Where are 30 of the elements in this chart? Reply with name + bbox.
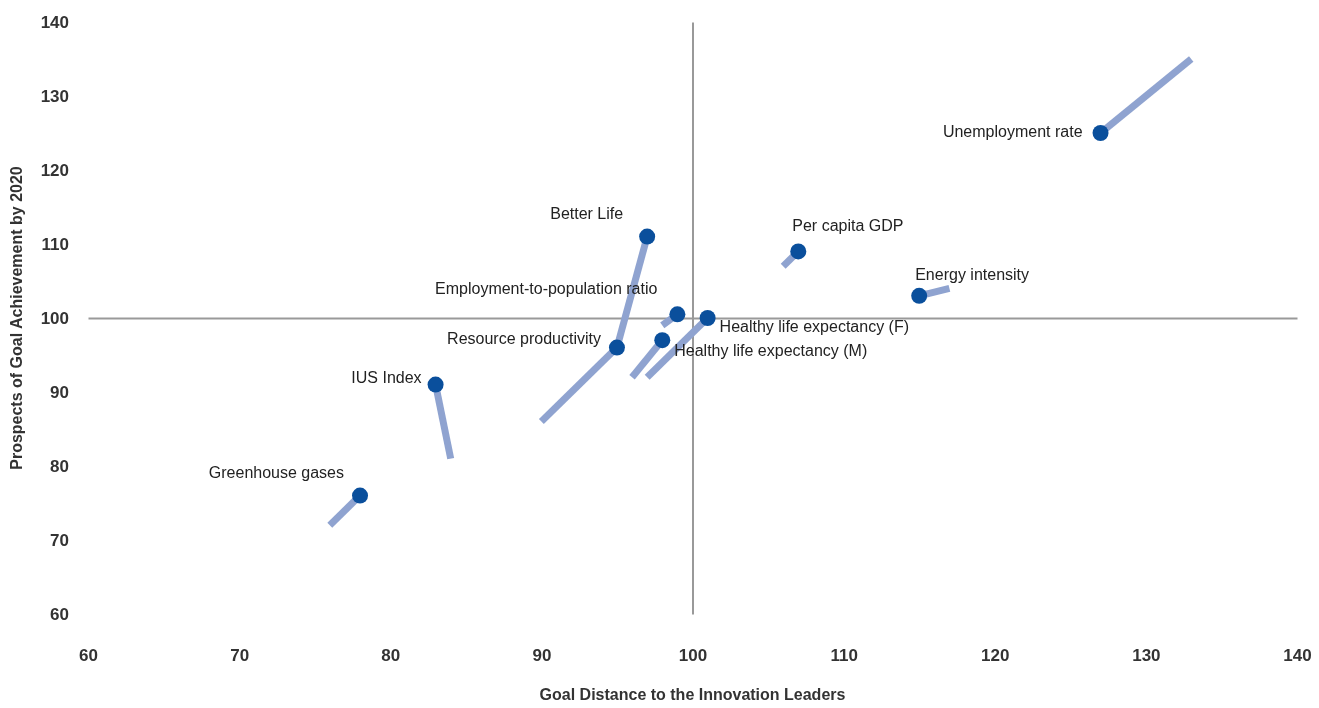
x-tick-label: 120 <box>981 646 1010 666</box>
x-axis-title: Goal Distance to the Innovation Leaders <box>539 686 846 703</box>
y-axis-title: Prospects of Goal Achievement by 2020 <box>8 166 25 470</box>
annotation: Energy intensity <box>915 265 1030 283</box>
annotation: Resource productivity <box>447 329 601 347</box>
y-tick-label: 70 <box>50 530 69 550</box>
annotation: Unemployment rate <box>942 123 1083 140</box>
x-tick-label: 110 <box>830 646 858 666</box>
y-tick-label: 110 <box>41 234 69 254</box>
annotation: Healthy life expectancy (F) <box>719 318 910 335</box>
annotation: Per capita GDP <box>792 217 904 235</box>
y-tick-label: 120 <box>40 160 69 180</box>
x-tick-label: 60 <box>79 646 98 666</box>
y-tick-label: 100 <box>40 308 69 328</box>
annotation: Employment-to-population ratio <box>435 280 658 298</box>
annotation: IUS Index <box>351 368 422 386</box>
y-tick-label: 90 <box>50 382 69 402</box>
x-tick-label: 80 <box>381 646 401 666</box>
y-tick-label: 140 <box>40 12 69 32</box>
annotation: Better Life <box>550 204 624 222</box>
y-tick-label: 60 <box>50 604 69 624</box>
annotation: Healthy life expectancy (M) <box>674 342 868 360</box>
x-tick-label: 70 <box>230 646 250 666</box>
x-tick-label: 140 <box>1283 646 1312 666</box>
annotation: Greenhouse gases <box>208 463 345 481</box>
y-tick-label: 130 <box>40 86 69 106</box>
x-tick-label: 90 <box>532 646 552 666</box>
y-tick-label: 80 <box>50 456 69 476</box>
x-tick-label: 130 <box>1132 646 1161 666</box>
x-tick-label: 100 <box>678 646 708 666</box>
